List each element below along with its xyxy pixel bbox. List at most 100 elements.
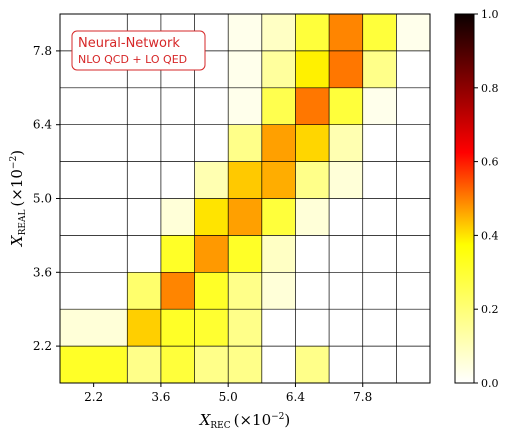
heatmap-cell	[261, 161, 296, 199]
x-tick-label: 2.2	[84, 390, 103, 404]
heatmap-cell	[228, 198, 262, 236]
heatmap-cell	[127, 198, 161, 236]
heatmap-cell	[160, 161, 195, 199]
heatmap-cell	[295, 124, 330, 162]
legend-subtitle: NLO QCD + LO QED	[78, 53, 187, 66]
heatmap-cell	[127, 161, 161, 199]
heatmap-cell	[261, 124, 296, 162]
heatmap-cell	[261, 14, 296, 51]
heatmap-cell	[60, 124, 128, 162]
y-tick-label: 2.2	[33, 339, 52, 353]
heatmap-cell	[127, 309, 161, 347]
x-tick-label: 3.6	[151, 390, 170, 404]
heatmap-cell	[329, 161, 363, 199]
heatmap-cell	[329, 346, 363, 383]
heatmap-cell	[60, 235, 128, 273]
heatmap-cell	[362, 161, 397, 199]
y-tick-label: 6.4	[33, 118, 52, 132]
x-tick-label: 7.8	[353, 390, 372, 404]
heatmap-cell	[362, 272, 397, 310]
legend-frame	[71, 30, 206, 71]
heatmap-cell	[127, 87, 161, 125]
heatmap-cell	[60, 198, 128, 236]
heatmap-cell	[228, 309, 262, 347]
heatmap-cell	[261, 198, 296, 236]
heatmap-cell	[329, 198, 363, 236]
heatmap-cell	[396, 161, 430, 199]
heatmap-cell	[261, 309, 296, 347]
heatmap-cell	[396, 14, 430, 51]
heatmap-cell	[194, 198, 229, 236]
heatmap-cell	[261, 346, 296, 383]
heatmap-cell	[396, 309, 430, 347]
heatmap-cell	[228, 87, 262, 125]
heatmap-cell	[228, 272, 262, 310]
heatmap-cell	[228, 346, 262, 383]
heatmap-cell	[194, 87, 229, 125]
colorbar	[454, 13, 475, 384]
heatmap-cell	[228, 50, 262, 88]
heatmap-cell	[261, 50, 296, 88]
heatmap-cell	[295, 235, 330, 273]
x-axis-label: XREC (×10−2)	[199, 411, 291, 431]
heatmap-cell	[329, 124, 363, 162]
x-tick-label: 6.4	[286, 390, 305, 404]
heatmap-cell	[127, 124, 161, 162]
heatmap-cell	[396, 235, 430, 273]
y-tick-label: 7.8	[33, 44, 52, 58]
heatmap-cell	[396, 346, 430, 383]
heatmap-cell	[362, 309, 397, 347]
heatmap-cell	[60, 272, 128, 310]
heatmap-cell	[295, 50, 330, 88]
heatmap-cell	[127, 346, 161, 383]
heatmap-cell	[396, 272, 430, 310]
heatmap-cell	[329, 87, 363, 125]
heatmap-cell	[160, 272, 195, 310]
heatmap-cell	[194, 124, 229, 162]
heatmap-cell	[194, 161, 229, 199]
y-tick-label: 3.6	[33, 265, 52, 279]
heatmap-cell	[362, 50, 397, 88]
colorbar-tick-label: 0.0	[481, 377, 499, 390]
heatmap-cell	[194, 235, 229, 273]
colorbar-ticks: 0.0 0.2 0.4 0.6 0.8 1.0	[474, 8, 499, 390]
heatmap-cell	[329, 309, 363, 347]
heatmap-cell	[329, 272, 363, 310]
heatmap-cell	[160, 198, 195, 236]
colorbar-tick-label: 0.4	[481, 229, 499, 242]
heatmap-cell	[295, 87, 330, 125]
heatmap-cell	[362, 235, 397, 273]
heatmap-cell	[329, 50, 363, 88]
heatmap-cell	[127, 272, 161, 310]
colorbar-tick-label: 0.2	[481, 303, 499, 316]
heatmap-cell	[295, 14, 330, 51]
x-tick-label: 5.0	[219, 390, 238, 404]
heatmap-cell	[228, 235, 262, 273]
heatmap-cell	[60, 87, 128, 125]
heatmap-cell	[362, 87, 397, 125]
colorbar-tick-label: 0.8	[481, 82, 499, 95]
heatmap-cell	[295, 309, 330, 347]
heatmap-cell	[261, 235, 296, 273]
heatmap-cell	[295, 346, 330, 383]
heatmap-cell	[60, 309, 128, 347]
heatmap-cell	[396, 87, 430, 125]
heatmap-cell	[228, 14, 262, 51]
heatmap-cell	[228, 124, 262, 162]
heatmap-cell	[60, 161, 128, 199]
heatmap-cell	[362, 124, 397, 162]
colorbar-tick-label: 1.0	[481, 8, 499, 21]
heatmap-cell	[228, 161, 262, 199]
y-tick-label: 5.0	[33, 192, 52, 206]
heatmap-cell	[160, 87, 195, 125]
heatmap-cell	[329, 235, 363, 273]
heatmap-cell	[160, 124, 195, 162]
heatmap-cell	[160, 235, 195, 273]
heatmap-cell	[194, 309, 229, 347]
heatmap-cell	[362, 14, 397, 51]
heatmap-cell	[261, 272, 296, 310]
legend-box: Neural-Network NLO QCD + LO QED	[71, 30, 206, 71]
heatmap-cell	[396, 50, 430, 88]
heatmap-cell	[160, 309, 195, 347]
